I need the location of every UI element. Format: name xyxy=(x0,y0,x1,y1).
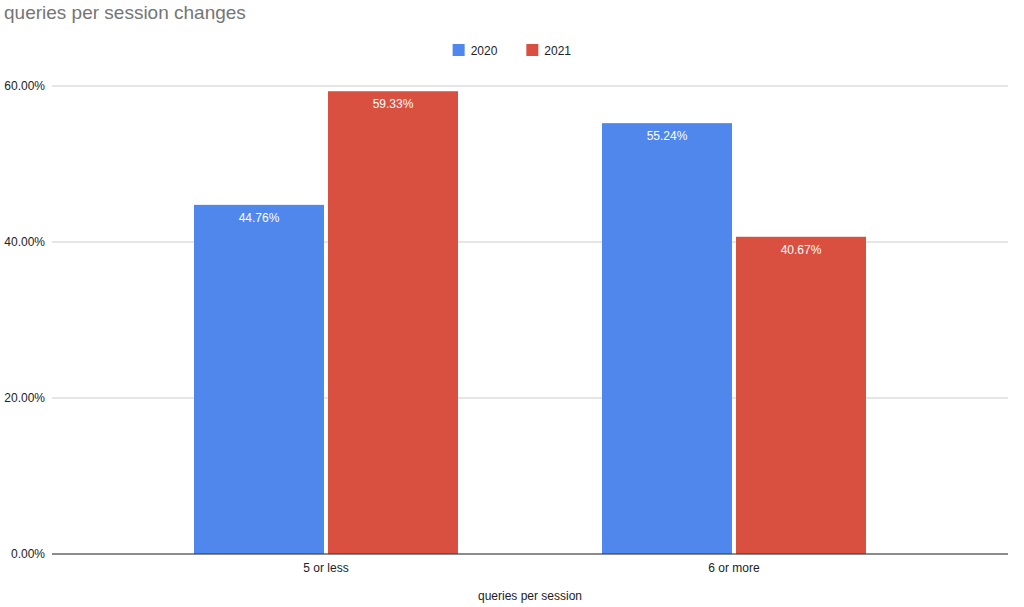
bar xyxy=(602,123,732,554)
x-axis-label: queries per session xyxy=(478,589,582,603)
data-label: 40.67% xyxy=(781,243,822,257)
data-label: 55.24% xyxy=(647,129,688,143)
bar xyxy=(194,205,324,554)
data-label: 59.33% xyxy=(373,97,414,111)
x-axis-line xyxy=(52,554,1008,555)
data-label: 44.76% xyxy=(239,211,280,225)
chart: queries per session changes 0.00% 20.00% 40… xyxy=(0,0,1024,607)
legend-swatch xyxy=(453,44,465,56)
bars xyxy=(194,91,866,554)
bar xyxy=(736,237,866,554)
grid-line xyxy=(52,554,1008,555)
y-tick-label: 0.00% xyxy=(11,547,45,561)
grid-line xyxy=(52,86,1008,87)
bar xyxy=(328,91,458,554)
chart-title: queries per session changes xyxy=(4,2,246,23)
x-tick-label: 5 or less xyxy=(303,561,348,575)
legend-label: 2020 xyxy=(471,44,498,58)
legend: 2020 2021 xyxy=(453,44,572,58)
x-tick-label: 6 or more xyxy=(708,561,760,575)
y-tick-label: 60.00% xyxy=(4,79,45,93)
legend-swatch xyxy=(526,44,538,56)
legend-label: 2021 xyxy=(544,44,571,58)
y-tick-label: 20.00% xyxy=(4,391,45,405)
y-tick-label: 40.00% xyxy=(4,235,45,249)
